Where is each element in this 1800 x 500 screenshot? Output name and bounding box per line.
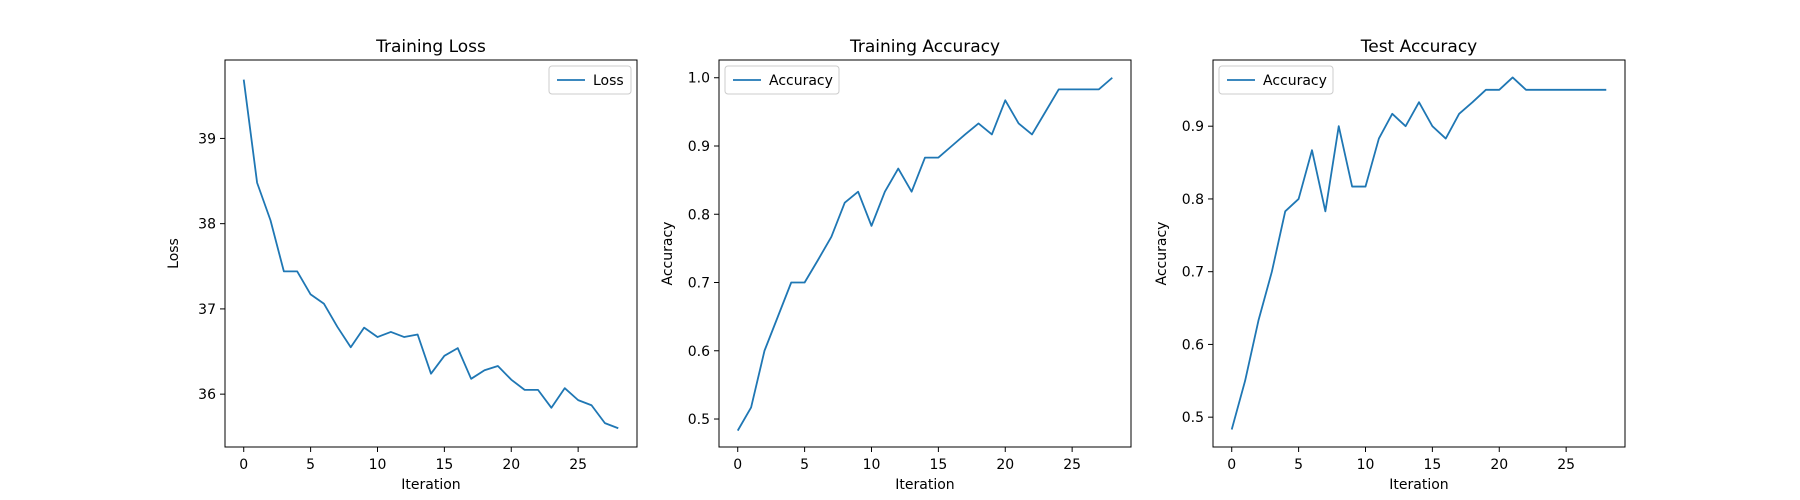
x-tick-label: 10 — [1357, 457, 1375, 473]
x-tick-label: 10 — [369, 457, 387, 473]
chart-panel-1: Training Loss 0 5 10 15 20 25 36 37 38 39 Iteration… — [166, 37, 638, 493]
legend: Accuracy — [724, 65, 840, 95]
chart-panel-3: Test Accuracy 0 5 10 15 20 25 0.5 0.6 0.7 0.8 0.9 It… — [1154, 37, 1626, 493]
x-tick-label: 15 — [929, 457, 947, 473]
x-tick-label: 5 — [1294, 457, 1303, 473]
x-tick-label: 20 — [996, 457, 1014, 473]
y-tick-label: 0.5 — [1182, 410, 1204, 426]
x-axis-label: Iteration — [401, 477, 460, 493]
y-tick-label: 0.5 — [688, 412, 710, 428]
x-tick-label: 20 — [502, 457, 520, 473]
y-tick-label: 0.7 — [688, 276, 710, 292]
x-tick-label: 5 — [800, 457, 809, 473]
chart-title: Training Accuracy — [849, 37, 1000, 57]
y-tick-label: 1.0 — [688, 71, 710, 87]
x-tick-label: 5 — [306, 457, 315, 473]
axes-frame — [224, 59, 638, 448]
x-tick-label: 15 — [1423, 457, 1441, 473]
y-axis-label: Loss — [166, 238, 182, 269]
series-line — [736, 77, 1113, 432]
x-tick-label: 25 — [569, 457, 587, 473]
x-axis-label: Iteration — [895, 477, 954, 493]
x-tick-label: 20 — [1490, 457, 1508, 473]
y-tick-label: 0.6 — [688, 344, 710, 360]
y-tick-label: 0.8 — [688, 207, 710, 223]
legend-box — [1218, 65, 1334, 95]
x-tick-label: 25 — [1063, 457, 1081, 473]
y-tick-label: 39 — [198, 131, 216, 147]
x-tick-label: 0 — [239, 457, 248, 473]
axes-frame — [1212, 59, 1626, 448]
chart-title: Test Accuracy — [1360, 37, 1478, 57]
legend-box — [724, 65, 840, 95]
y-axis-label: Accuracy — [660, 222, 676, 286]
x-tick-label: 0 — [1227, 457, 1236, 473]
x-tick-label: 25 — [1557, 457, 1575, 473]
legend-label: Accuracy — [1263, 73, 1327, 89]
series-line — [1230, 76, 1607, 430]
y-tick-label: 0.8 — [1182, 192, 1204, 208]
x-tick-label: 15 — [435, 457, 453, 473]
chart-panel-2: Training Accuracy 0 5 10 15 20 25 0.5 0.6 0.7 0.8 0… — [660, 37, 1132, 493]
y-tick-label: 0.9 — [688, 139, 710, 155]
legend: Loss — [548, 65, 632, 95]
legend-label: Accuracy — [769, 73, 833, 89]
axes-frame — [718, 59, 1132, 448]
y-tick-label: 37 — [198, 302, 216, 318]
chart-title: Training Loss — [375, 37, 486, 57]
y-tick-label: 0.9 — [1182, 119, 1204, 135]
legend-label: Loss — [593, 73, 624, 89]
x-tick-label: 10 — [863, 457, 881, 473]
series-line — [242, 79, 619, 430]
y-tick-label: 38 — [198, 217, 216, 233]
legend-box — [548, 65, 632, 95]
y-tick-label: 36 — [198, 387, 216, 403]
x-tick-label: 0 — [733, 457, 742, 473]
y-tick-label: 0.6 — [1182, 337, 1204, 353]
y-tick-label: 0.7 — [1182, 265, 1204, 281]
legend: Accuracy — [1218, 65, 1334, 95]
x-axis-label: Iteration — [1389, 477, 1448, 493]
y-axis-label: Accuracy — [1154, 222, 1170, 286]
